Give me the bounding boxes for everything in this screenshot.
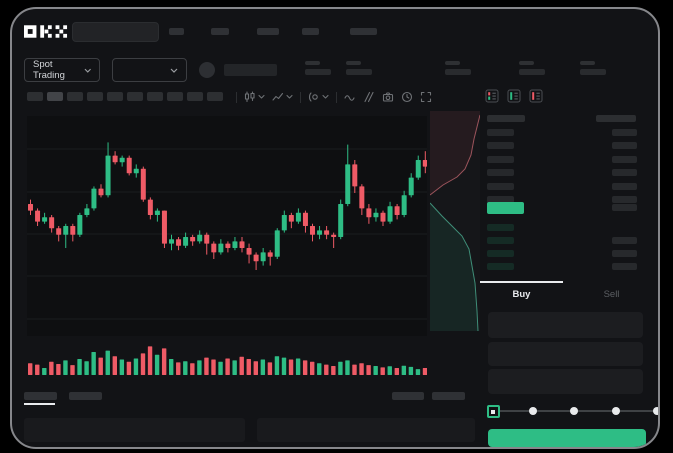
timeframe-button[interactable] — [147, 92, 163, 101]
book-bids-icon[interactable] — [507, 89, 521, 108]
candlestick-canvas — [27, 142, 428, 320]
toolbar-separator — [236, 91, 237, 103]
indicators-icon[interactable] — [308, 91, 329, 103]
ticker-stat — [305, 61, 331, 75]
toolbar-separator — [300, 91, 301, 103]
market-type-selector[interactable]: Spot Trading — [24, 58, 100, 82]
okx-logo-icon — [24, 25, 68, 38]
fullscreen-icon[interactable] — [420, 91, 432, 103]
orderbook-view-toggles — [485, 89, 543, 108]
volume-canvas — [28, 346, 428, 375]
tab-sell[interactable]: Sell — [603, 289, 620, 300]
trade-tabs: Buy Sell — [480, 281, 658, 307]
nav-item-placeholder[interactable] — [169, 28, 184, 35]
ticker-stat — [580, 61, 606, 75]
line-tool-icon[interactable] — [344, 91, 356, 103]
chevron-down-icon — [258, 94, 265, 99]
app-screen: Spot Trading Buy Sell — [10, 7, 660, 449]
slider-stop[interactable] — [611, 407, 620, 415]
pair-selector-dropdown[interactable] — [112, 58, 187, 82]
market-type-label: Spot Trading — [33, 59, 65, 81]
timeframe-button[interactable] — [27, 92, 43, 101]
ticker-stat — [445, 61, 471, 75]
timeframe-button[interactable] — [187, 92, 203, 101]
ticker-stat — [519, 61, 545, 75]
nav-item-placeholder[interactable] — [257, 28, 279, 35]
timeframe-button[interactable] — [47, 92, 63, 101]
chart-type-icon[interactable] — [272, 91, 293, 103]
slider-handle[interactable] — [486, 405, 500, 418]
total-field[interactable] — [488, 369, 643, 394]
bottom-tab-placeholder[interactable] — [69, 392, 102, 400]
tab-buy[interactable]: Buy — [512, 289, 531, 300]
okx-logo[interactable] — [24, 24, 68, 39]
depth-canvas — [429, 111, 481, 332]
ticker-stat — [346, 61, 372, 75]
timeframe-button[interactable] — [87, 92, 103, 101]
buy-submit-button[interactable] — [488, 429, 646, 447]
slider-stop[interactable] — [528, 407, 537, 415]
price-field[interactable] — [488, 312, 643, 338]
bottom-tab-underline — [24, 403, 55, 405]
amount-slider[interactable] — [486, 403, 658, 419]
chevron-down-icon — [170, 68, 178, 73]
pair-name-placeholder — [224, 64, 277, 76]
timeframe-button[interactable] — [67, 92, 83, 101]
active-tab-indicator — [480, 281, 563, 283]
volume-chart[interactable] — [27, 339, 428, 375]
bottom-tab-active-placeholder[interactable] — [24, 392, 57, 400]
compare-icon[interactable] — [363, 91, 375, 103]
nav-item-placeholder[interactable] — [302, 28, 319, 35]
history-panel-placeholder — [257, 418, 475, 442]
chevron-down-icon — [286, 94, 293, 99]
slider-stop[interactable] — [653, 407, 658, 415]
timeframe-button[interactable] — [107, 92, 123, 101]
timeframe-button[interactable] — [207, 92, 223, 101]
coin-avatar — [199, 62, 215, 78]
nav-item-placeholder[interactable] — [211, 28, 229, 35]
candle-style-icon[interactable] — [244, 91, 265, 103]
bottom-action-placeholder[interactable] — [392, 392, 424, 400]
history-icon[interactable] — [401, 91, 413, 103]
nav-item-placeholder[interactable] — [350, 28, 377, 35]
book-all-icon[interactable] — [485, 89, 499, 108]
chevron-down-icon — [322, 94, 329, 99]
orders-panel-placeholder — [24, 418, 245, 442]
amount-field[interactable] — [488, 342, 643, 366]
candlestick-chart[interactable] — [27, 116, 428, 336]
book-asks-icon[interactable] — [529, 89, 543, 108]
last-price-highlight — [487, 202, 524, 214]
timeframe-button[interactable] — [127, 92, 143, 101]
orderbook-table — [480, 113, 658, 273]
timeframe-buttons — [27, 92, 223, 101]
chart-toolbar-icons — [236, 91, 432, 103]
timeframe-button[interactable] — [167, 92, 183, 101]
snapshot-icon[interactable] — [382, 91, 394, 103]
slider-stop[interactable] — [570, 407, 578, 415]
search-input[interactable] — [72, 22, 159, 42]
depth-chart[interactable] — [429, 111, 481, 332]
bottom-action-placeholder[interactable] — [432, 392, 465, 400]
chevron-down-icon — [84, 68, 91, 73]
toolbar-separator — [336, 91, 337, 103]
